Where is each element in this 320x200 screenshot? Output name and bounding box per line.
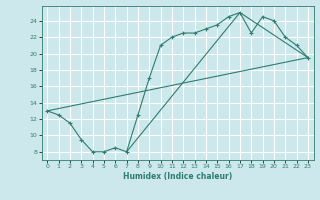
X-axis label: Humidex (Indice chaleur): Humidex (Indice chaleur) [123, 172, 232, 181]
